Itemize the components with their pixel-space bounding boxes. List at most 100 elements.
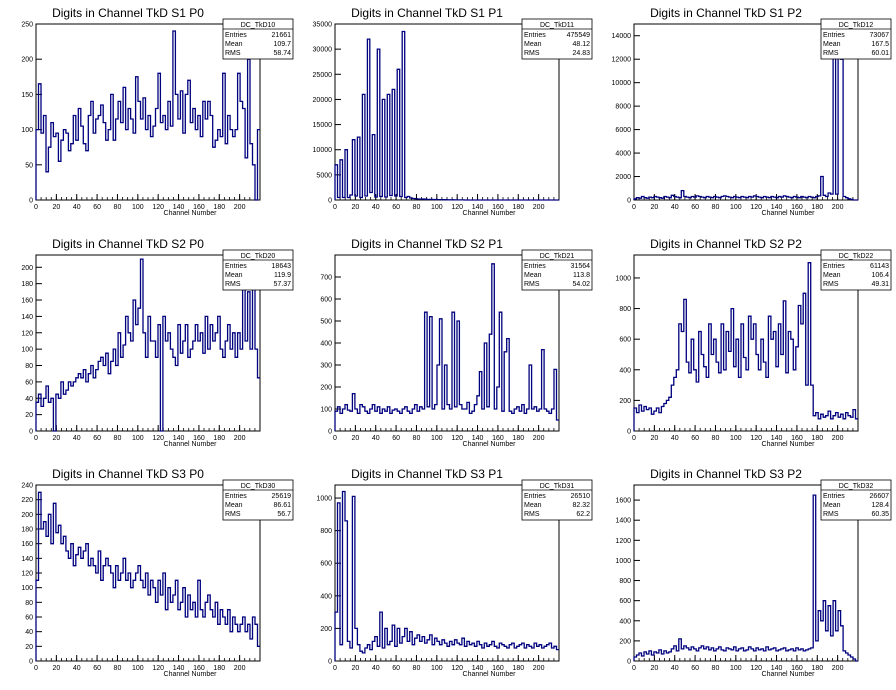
x-tick-label: 100 [431, 204, 443, 211]
stats-rms-value: 54.02 [572, 281, 590, 288]
stats-entries-value: 26607 [870, 493, 890, 500]
stats-box-frame [222, 249, 294, 291]
x-tick-label: 100 [431, 665, 443, 672]
x-tick-label: 40 [671, 204, 679, 211]
x-tick-label: 40 [372, 435, 380, 442]
x-tick-label: 200 [533, 435, 545, 442]
stats-entries-value: 21661 [272, 32, 292, 39]
stats-entries-value: 73067 [870, 32, 890, 39]
stats-rms-label: RMS [225, 511, 241, 518]
series-line [633, 262, 858, 431]
stats-name: DC_TkD11 [540, 22, 574, 29]
y-tick-label: 200 [21, 512, 33, 519]
x-tick-label: 40 [73, 204, 81, 211]
y-tick-label: 120 [21, 571, 33, 578]
chart-title: Digits in Channel TkD S1 P0 [52, 6, 204, 20]
stats-box-frame [521, 18, 593, 60]
stats-box: DC_TkD32 Entries 26607 Mean 128.4 RMS 60.35 [820, 479, 892, 521]
x-tick-label: 120 [152, 435, 164, 442]
y-tick-label: 40 [25, 396, 33, 403]
x-tick-label: 200 [533, 204, 545, 211]
stats-mean-value: 119.9 [274, 272, 291, 279]
y-tick-label: 500 [320, 319, 332, 326]
x-axis-label: Channel Number [762, 441, 816, 448]
x-tick-label: 140 [472, 204, 484, 211]
chart-title: Digits in Channel TkD S1 P2 [650, 6, 802, 20]
y-tick-label: 200 [21, 265, 33, 272]
y-tick-label: 100 [21, 347, 33, 354]
stats-rms-label: RMS [524, 281, 540, 288]
x-tick-label: 20 [351, 435, 359, 442]
stats-name: DC_TkD31 [540, 483, 575, 490]
x-tick-label: 100 [730, 665, 742, 672]
x-tick-label: 80 [712, 204, 720, 211]
x-tick-label: 160 [193, 665, 205, 672]
y-tick-label: 20 [25, 644, 33, 651]
stats-entries-label: Entries [225, 493, 247, 500]
y-tick-label: 80 [25, 600, 33, 607]
x-tick-label: 140 [771, 204, 783, 211]
x-tick-label: 120 [152, 665, 164, 672]
stats-mean-value: 106.4 [871, 272, 889, 279]
x-tick-label: 60 [93, 204, 101, 211]
y-tick-label: 240 [21, 483, 33, 490]
chart-panel-4: Digits in Channel TkD S2 P0 0 20 40 60 80 100 1… [21, 237, 294, 448]
stats-rms-value: 62.2 [576, 511, 590, 518]
x-tick-label: 160 [791, 204, 803, 211]
x-tick-label: 140 [173, 665, 185, 672]
x-tick-label: 0 [632, 435, 636, 442]
y-tick-label: 800 [320, 528, 332, 535]
y-tick-label: 1400 [615, 518, 631, 525]
y-tick-label: 1200 [615, 538, 631, 545]
stats-rms-value: 24.83 [572, 50, 590, 57]
stats-box: DC_TkD20 Entries 18643 Mean 119.9 RMS 57.37 [222, 249, 294, 291]
x-tick-label: 160 [791, 665, 803, 672]
y-tick-label: 600 [320, 297, 332, 304]
y-tick-label: 1600 [615, 498, 631, 505]
x-axis-label: Channel Number [463, 441, 517, 448]
x-axis-label: Channel Number [164, 671, 218, 678]
x-tick-label: 0 [34, 204, 38, 211]
y-tick-label: 150 [21, 92, 33, 99]
stats-mean-label: Mean [823, 272, 841, 279]
stats-mean-label: Mean [524, 41, 542, 48]
stats-entries-value: 25619 [272, 493, 292, 500]
y-tick-label: 100 [21, 585, 33, 592]
stats-mean-label: Mean [823, 41, 841, 48]
y-tick-label: 1000 [316, 496, 332, 503]
x-tick-label: 140 [173, 204, 185, 211]
x-tick-label: 0 [333, 665, 337, 672]
series-line [633, 35, 858, 201]
stats-rms-value: 57.37 [273, 281, 291, 288]
x-tick-label: 160 [193, 435, 205, 442]
y-tick-label: 35000 [313, 22, 333, 29]
stats-rms-label: RMS [823, 50, 839, 57]
stats-entries-value: 61143 [870, 263, 889, 270]
stats-name: DC_TkD20 [241, 253, 276, 260]
x-tick-label: 80 [712, 665, 720, 672]
y-tick-label: 400 [320, 341, 332, 348]
stats-box: DC_TkD30 Entries 25619 Mean 86.61 RMS 56.7 [222, 479, 294, 521]
y-tick-label: 60 [25, 615, 33, 622]
x-tick-label: 160 [492, 435, 504, 442]
y-tick-label: 600 [619, 598, 631, 605]
y-tick-label: 20 [25, 412, 33, 419]
x-tick-label: 140 [771, 665, 783, 672]
stats-rms-label: RMS [524, 511, 540, 518]
y-tick-label: 120 [21, 330, 33, 337]
x-tick-label: 60 [691, 665, 699, 672]
y-tick-label: 40 [25, 629, 33, 636]
stats-name: DC_TkD21 [540, 253, 575, 260]
y-tick-label: 12000 [612, 57, 632, 64]
x-tick-label: 0 [34, 435, 38, 442]
x-tick-label: 180 [811, 435, 823, 442]
x-tick-label: 100 [132, 204, 144, 211]
chart-panel-2: Digits in Channel TkD S1 P1 0 20 40 60 80 100 1… [313, 6, 593, 217]
series-line [35, 30, 260, 201]
chart-title: Digits in Channel TkD S3 P1 [351, 467, 503, 481]
stats-name: DC_TkD12 [839, 22, 874, 29]
stats-box: DC_TkD31 Entries 26510 Mean 82.32 RMS 62.2 [521, 479, 593, 521]
y-tick-label: 60 [25, 379, 33, 386]
x-axis-label: Channel Number [463, 671, 517, 678]
